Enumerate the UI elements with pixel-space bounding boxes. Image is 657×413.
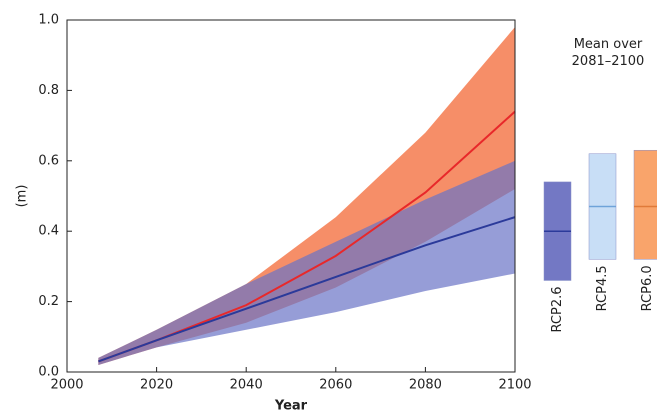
range-bar xyxy=(633,149,657,260)
x-tick-label: 2080 xyxy=(409,378,442,393)
x-tick-label: 2000 xyxy=(50,378,83,393)
x-tick-label: 2100 xyxy=(498,378,531,393)
x-tick-label: 2020 xyxy=(140,378,173,393)
y-tick-label: 0.2 xyxy=(38,294,59,309)
y-tick-label: 0.6 xyxy=(38,153,59,168)
mean-line xyxy=(98,216,516,363)
x-axis-label: Year xyxy=(274,399,308,413)
y-axis-label: (m) xyxy=(15,185,30,208)
y-tick-label: 1.0 xyxy=(38,13,59,28)
y-tick-label: 0.4 xyxy=(38,224,59,239)
range-title: Mean over 2081–2100 xyxy=(571,37,645,69)
y-tick-label: 0.0 xyxy=(38,365,59,380)
y-tick-label: 0.8 xyxy=(38,83,59,98)
plot-frame xyxy=(66,19,516,373)
x-tick-label: 2060 xyxy=(319,378,352,393)
range-label: RCP2.6 xyxy=(550,286,565,332)
range-label: RCP4.5 xyxy=(595,265,610,311)
x-tick-label: 2040 xyxy=(230,378,263,393)
uncertainty-band xyxy=(98,160,516,365)
range-label: RCP6.0 xyxy=(640,265,655,311)
